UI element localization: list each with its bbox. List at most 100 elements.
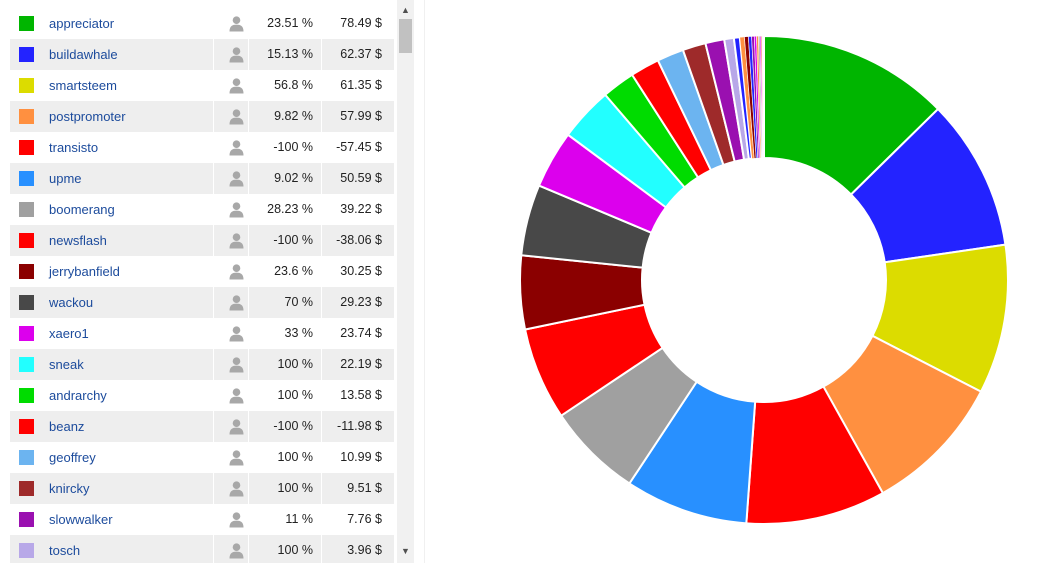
cell-divider: [248, 442, 249, 473]
vote-value: 78.49 $: [340, 16, 382, 30]
voter-name-link[interactable]: smartsteem: [49, 78, 117, 93]
user-icon[interactable]: [228, 325, 245, 342]
voter-name-link[interactable]: appreciator: [49, 16, 115, 31]
voter-name-link[interactable]: sneak: [49, 357, 84, 372]
color-swatch: [19, 171, 34, 186]
cell-divider: [321, 225, 322, 256]
user-icon[interactable]: [228, 170, 245, 187]
voter-name-link[interactable]: boomerang: [49, 202, 115, 217]
scroll-thumb[interactable]: [399, 19, 412, 53]
cell-divider: [248, 535, 249, 563]
voter-row: geoffrey 100 % 10.99 $: [10, 442, 394, 473]
cell-divider: [213, 256, 214, 287]
vote-percent: 100 %: [277, 388, 313, 402]
cell-divider: [321, 504, 322, 535]
cell-divider: [321, 380, 322, 411]
vote-percent: 23.6 %: [274, 264, 313, 278]
color-swatch: [19, 419, 34, 434]
cell-divider: [248, 225, 249, 256]
voter-row: knircky 100 % 9.51 $: [10, 473, 394, 504]
user-icon[interactable]: [228, 542, 245, 559]
cell-divider: [321, 349, 322, 380]
cell-divider: [321, 132, 322, 163]
vote-value: 7.76 $: [347, 512, 382, 526]
vote-value: -11.98 $: [337, 419, 382, 433]
voter-name-link[interactable]: geoffrey: [49, 450, 96, 465]
user-icon[interactable]: [228, 418, 245, 435]
user-icon[interactable]: [228, 480, 245, 497]
user-icon[interactable]: [228, 139, 245, 156]
voter-name-link[interactable]: upme: [49, 171, 82, 186]
scrollbar[interactable]: ▲ ▼: [397, 0, 414, 563]
voter-name-link[interactable]: andrarchy: [49, 388, 107, 403]
color-swatch: [19, 140, 34, 155]
vote-value: -57.45 $: [336, 140, 382, 154]
cell-divider: [213, 318, 214, 349]
vote-percent: 33 %: [284, 326, 314, 340]
vote-percent: 56.8 %: [274, 78, 313, 92]
user-icon[interactable]: [228, 449, 245, 466]
voter-name-link[interactable]: tosch: [49, 543, 81, 558]
user-icon[interactable]: [228, 511, 245, 528]
cell-divider: [213, 380, 214, 411]
vote-value: 13.58 $: [340, 388, 382, 402]
cell-divider: [213, 101, 214, 132]
color-swatch: [19, 109, 34, 124]
vote-percent: 11 %: [285, 512, 313, 526]
vote-percent: 9.02 %: [274, 171, 313, 185]
voter-name-link[interactable]: slowwalker: [49, 512, 113, 527]
cell-divider: [321, 318, 322, 349]
vote-percent: 9.82 %: [274, 109, 313, 123]
cell-divider: [248, 70, 249, 101]
vote-value: 29.23 $: [340, 295, 382, 309]
vote-percent: 100 %: [277, 543, 313, 557]
voter-name-link[interactable]: xaero1: [49, 326, 89, 341]
chevron-up-icon[interactable]: ▲: [401, 5, 410, 15]
voter-name-link[interactable]: transisto: [49, 140, 99, 155]
voter-name-link[interactable]: postpromoter: [49, 109, 126, 124]
vote-percent: 70 %: [284, 295, 314, 309]
cell-divider: [321, 473, 322, 504]
user-icon[interactable]: [228, 232, 245, 249]
cell-divider: [248, 318, 249, 349]
vote-percent: 28.23 %: [267, 202, 313, 216]
cell-divider: [248, 101, 249, 132]
user-icon[interactable]: [228, 201, 245, 218]
cell-divider: [248, 194, 249, 225]
vote-value: 23.74 $: [340, 326, 382, 340]
color-swatch: [19, 16, 34, 31]
voter-row: newsflash -100 % -38.06 $: [10, 225, 394, 256]
vote-percent: -100 %: [273, 419, 313, 433]
user-icon[interactable]: [228, 108, 245, 125]
color-swatch: [19, 481, 34, 496]
voter-name-link[interactable]: newsflash: [49, 233, 107, 248]
user-icon[interactable]: [228, 356, 245, 373]
voter-row: andrarchy 100 % 13.58 $: [10, 380, 394, 411]
cell-divider: [248, 411, 249, 442]
voter-name-link[interactable]: knircky: [49, 481, 90, 496]
user-icon[interactable]: [228, 46, 245, 63]
user-icon[interactable]: [228, 15, 245, 32]
user-icon[interactable]: [228, 77, 245, 94]
voter-row: slowwalker 11 % 7.76 $: [10, 504, 394, 535]
voter-name-link[interactable]: wackou: [49, 295, 94, 310]
color-swatch: [19, 326, 34, 341]
vote-value: -38.06 $: [336, 233, 382, 247]
chevron-down-icon[interactable]: ▼: [401, 546, 410, 556]
cell-divider: [213, 473, 214, 504]
voter-name-link[interactable]: buildawhale: [49, 47, 118, 62]
votes-donut-chart: [518, 34, 1009, 525]
voter-name-link[interactable]: beanz: [49, 419, 85, 434]
user-icon[interactable]: [228, 294, 245, 311]
cell-divider: [213, 287, 214, 318]
voter-row: transisto -100 % -57.45 $: [10, 132, 394, 163]
color-swatch: [19, 78, 34, 93]
voter-name-link[interactable]: jerrybanfield: [49, 264, 120, 279]
color-swatch: [19, 202, 34, 217]
user-icon[interactable]: [228, 263, 245, 280]
vote-percent: 100 %: [277, 481, 313, 495]
vote-value: 61.35 $: [340, 78, 382, 92]
vote-percent: -100 %: [273, 140, 313, 154]
cell-divider: [248, 8, 249, 39]
user-icon[interactable]: [228, 387, 245, 404]
